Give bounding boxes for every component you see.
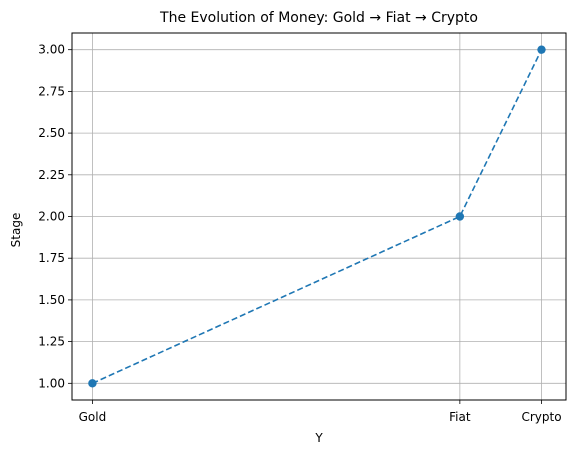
y-tick-label: 2.25	[38, 168, 65, 182]
y-tick-label: 3.00	[38, 43, 65, 57]
data-point	[537, 45, 546, 54]
data-point	[455, 212, 465, 221]
y-tick-label: 1.00	[38, 376, 65, 390]
x-tick-label: Gold	[79, 410, 107, 424]
x-axis-label: Y	[314, 431, 323, 445]
y-tick-label: 1.75	[38, 251, 65, 265]
y-tick-label: 1.25	[38, 335, 65, 349]
y-tick-label: 2.50	[38, 126, 65, 140]
y-axis-label: Stage	[9, 213, 23, 248]
grid	[72, 33, 566, 400]
chart-title: The Evolution of Money: Gold → Fiat → Cr…	[159, 10, 478, 26]
y-tick-label: 1.50	[38, 293, 65, 307]
y-tick-label: 2.75	[38, 84, 65, 98]
x-tick-label: Crypto	[521, 410, 561, 424]
y-tick-label: 2.00	[38, 210, 65, 224]
ticks: 1.00 1.25 1.50 1.75 2.00 2.25 2.50 2.75 3.00 Gold…	[38, 43, 561, 424]
series	[88, 45, 546, 388]
series-line	[92, 49, 543, 385]
data-point	[88, 379, 97, 388]
x-tick-label: Fiat	[449, 410, 471, 424]
